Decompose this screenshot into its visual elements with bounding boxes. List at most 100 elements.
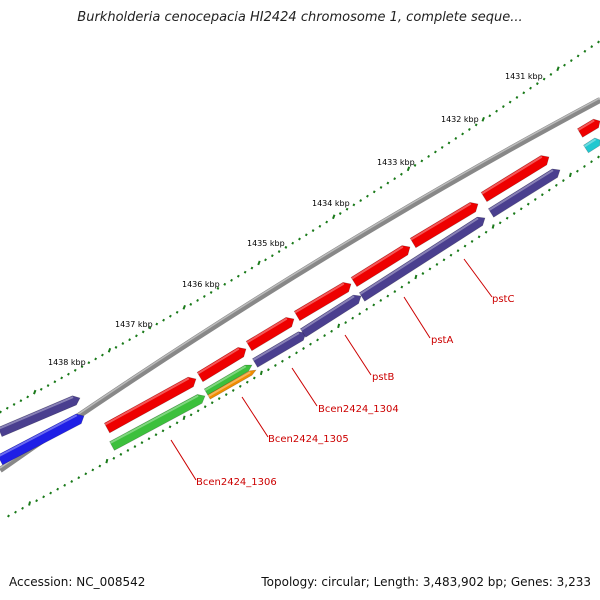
gene-arrow-edge-cyan[interactable] (583, 137, 600, 154)
inner-tick (547, 188, 551, 192)
inner-tick (470, 239, 474, 243)
outer-tick (583, 49, 587, 53)
gene-arrow-bcen2424-1306-cds[interactable] (109, 394, 206, 451)
outer-tick (345, 207, 349, 211)
gene-arrow-bcen2424-1306[interactable] (103, 376, 197, 434)
inner-tick (414, 274, 418, 280)
gene-arrow-bcen2424-1306-highlight (104, 377, 190, 426)
gene-arrow-pstA-cds[interactable] (358, 216, 486, 302)
outer-tick (495, 109, 498, 113)
inner-tick (84, 472, 88, 476)
inner-tick (477, 235, 481, 239)
outer-tick (359, 199, 363, 202)
chromosome-backbone (0, 97, 600, 473)
inner-tick (133, 445, 137, 449)
inner-tick (281, 359, 284, 363)
gene-arrow-pstB-cds[interactable] (299, 294, 362, 338)
gene-arrow-bcen2424-1305-cds[interactable] (203, 364, 253, 396)
gene-arrow-bcen2424-1305-highlight (197, 347, 240, 375)
tick-label-1437: 1437 kbp (115, 320, 153, 329)
inner-tick (365, 307, 369, 311)
gene-arrow-pstA[interactable] (350, 245, 411, 288)
outer-tick (230, 278, 233, 282)
gene-label-bcen2424-1306[interactable]: Bcen2424_1306 (196, 477, 277, 488)
outer-tick (481, 116, 485, 122)
inner-tick (147, 437, 151, 441)
inner-tick (407, 281, 411, 285)
inner-tick (337, 323, 341, 329)
outer-tick (60, 376, 64, 380)
outer-tick (406, 166, 411, 172)
tick-label-1436: 1436 kbp (182, 280, 220, 289)
chromosome-backbone-highlight (0, 97, 600, 469)
inner-tick (491, 224, 495, 229)
outer-tick (474, 123, 478, 127)
inner-tick (442, 258, 446, 262)
outer-tick (94, 357, 98, 361)
inner-tick (583, 164, 586, 168)
inner-tick (505, 216, 509, 220)
inner-tick (309, 342, 312, 346)
gene-arrow-pstC-cds[interactable] (487, 168, 561, 218)
inner-tick (576, 169, 579, 173)
inner-tick (217, 397, 221, 401)
inner-tick (597, 155, 600, 159)
outer-tick (332, 214, 336, 220)
outer-tick (379, 186, 383, 189)
outer-tick (128, 338, 132, 342)
outer-tick (447, 141, 451, 145)
gene-arrow-left-navy[interactable] (0, 395, 81, 437)
inner-tick (196, 409, 200, 413)
gene-label-bcen2424-1305[interactable]: Bcen2424_1305 (268, 434, 349, 445)
gene-label-bcen2424-1304[interactable]: Bcen2424_1304 (318, 404, 399, 415)
gene-arrow-pstC-2[interactable] (480, 155, 550, 203)
inner-tick (168, 425, 172, 429)
inner-tick (175, 421, 179, 425)
inner-tick (21, 506, 24, 510)
outer-tick (223, 282, 227, 286)
outer-tick (121, 342, 125, 345)
outer-tick (284, 245, 288, 249)
outer-tick (80, 365, 84, 368)
outer-tick (590, 45, 594, 49)
outer-tick (529, 86, 532, 90)
gene-arrow-bcen2424-1304[interactable] (245, 317, 295, 352)
outer-tick (461, 132, 464, 136)
gene-arrow-edge-red[interactable] (577, 118, 600, 138)
gene-arrow-bcen2424-1305-cds-highlight (204, 365, 247, 392)
inner-tick (421, 272, 425, 275)
inner-tick (512, 212, 516, 215)
inner-tick (98, 464, 102, 468)
outer-tick (549, 72, 553, 76)
outer-tick (189, 302, 193, 306)
outer-tick (556, 66, 560, 72)
gene-arrow-pstC[interactable] (409, 202, 479, 249)
gene-arrow-bcen2424-1305-orange-highlight (208, 371, 251, 398)
outer-tick (393, 177, 397, 181)
outer-tick (372, 190, 376, 194)
outer-tick (12, 402, 16, 406)
gene-arrow-left-blue[interactable] (0, 413, 85, 466)
outer-tick (311, 229, 315, 233)
gene-label-pstA[interactable]: pstA (431, 335, 453, 346)
outer-tick (33, 389, 37, 395)
inner-tick (49, 491, 53, 495)
outer-tick (182, 304, 186, 310)
outer-tick (325, 220, 329, 224)
outer-tick (366, 194, 369, 198)
inner-tick (238, 384, 242, 388)
gene-label-pstB[interactable]: pstB (372, 372, 394, 383)
gene-arrow-pstB[interactable] (293, 282, 352, 322)
outer-tick (386, 181, 390, 185)
outer-tick (318, 224, 322, 228)
gene-arrow-bcen2424-1305-orange[interactable] (207, 369, 257, 400)
gene-label-pstC[interactable]: pstC (492, 294, 514, 305)
outer-tick (597, 40, 600, 44)
gene-arrow-bcen2424-1304-cds[interactable] (252, 331, 307, 368)
inner-tick (400, 285, 404, 289)
outer-tick (67, 372, 70, 376)
outer-tick (175, 310, 179, 314)
inner-tick (231, 388, 235, 392)
gene-arrow-bcen2424-1305[interactable] (196, 347, 247, 383)
